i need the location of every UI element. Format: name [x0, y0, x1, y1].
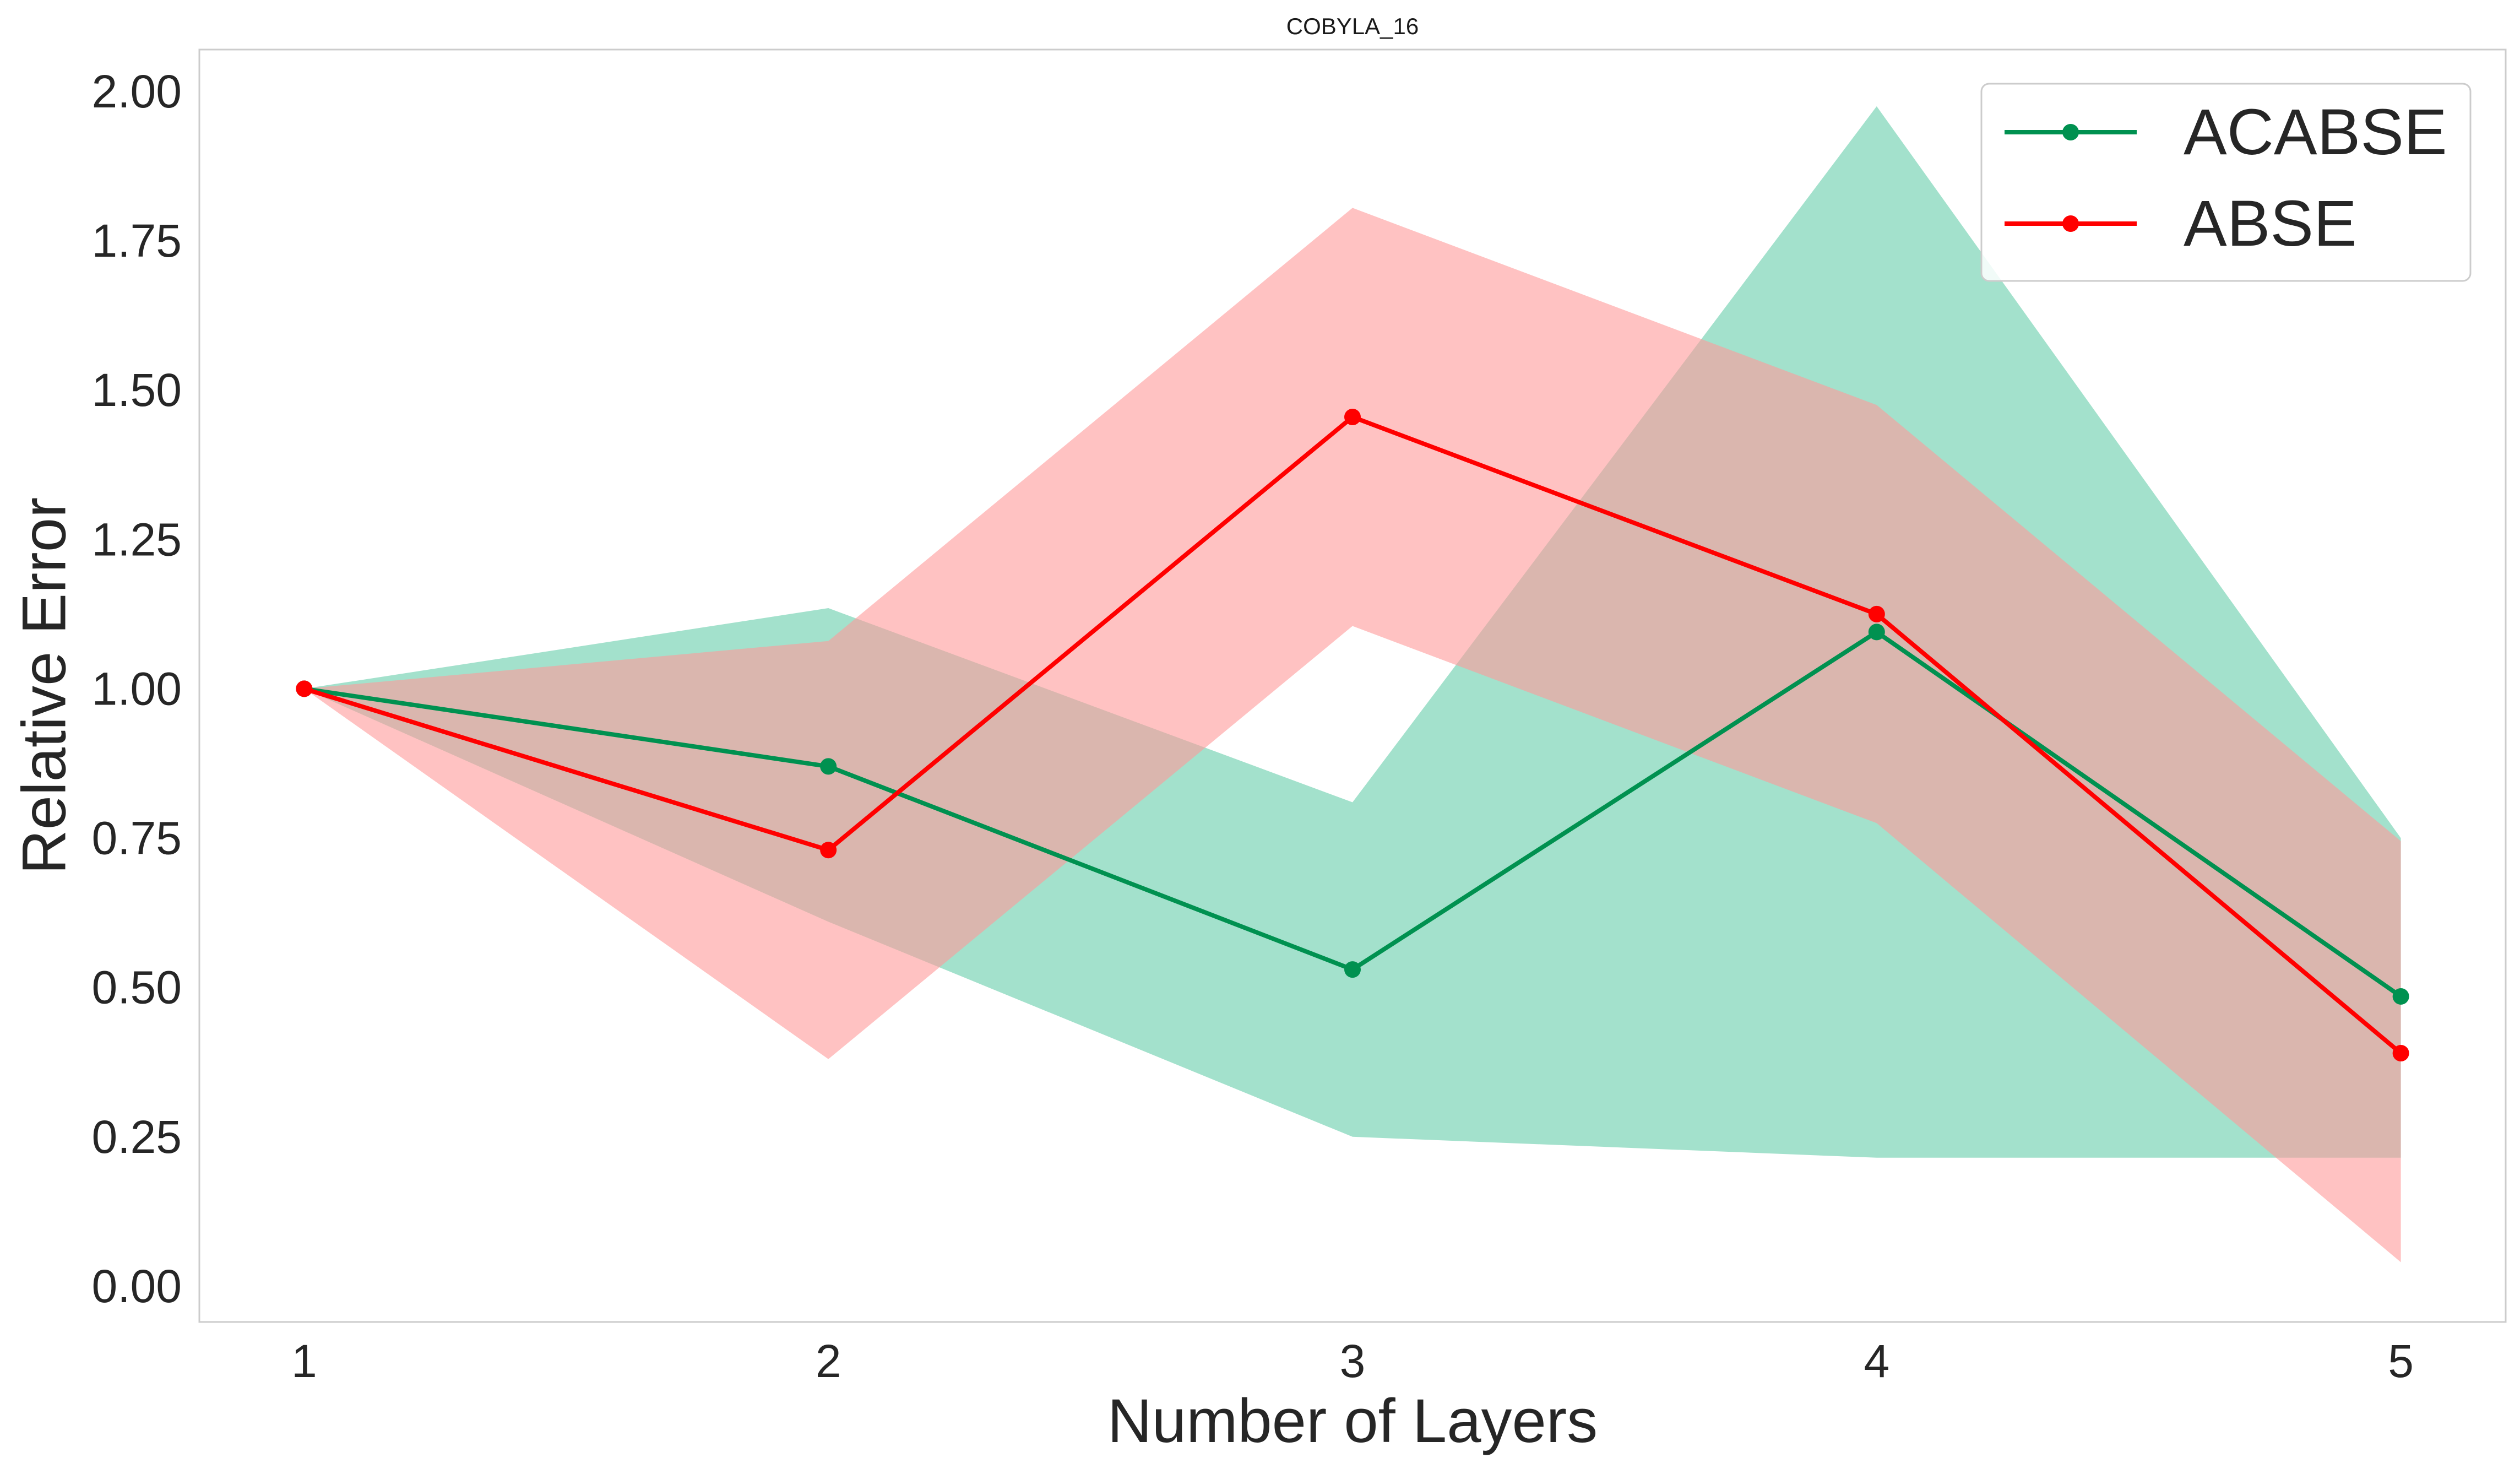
- legend-marker-2: [2062, 215, 2079, 232]
- point-series-1-3: [1344, 961, 1361, 978]
- y-tick-label: 0.25: [92, 1111, 182, 1163]
- bands-layer: [304, 106, 2401, 1262]
- y-tick-label: 0.75: [92, 812, 182, 864]
- y-tick-label: 0.50: [92, 962, 182, 1014]
- legend-marker-1: [2062, 124, 2079, 140]
- y-tick-label: 1.25: [92, 513, 182, 565]
- legend: ACABSE ABSE: [1980, 83, 2472, 282]
- plot-area-frame: [198, 48, 2507, 1323]
- point-series-2-2: [820, 842, 837, 859]
- point-series-1-2: [820, 758, 837, 775]
- point-series-2-5: [2392, 1044, 2409, 1061]
- x-tick-label: 4: [1864, 1335, 1889, 1387]
- legend-label-1: ACABSE: [2184, 96, 2447, 169]
- y-tick-label: 1.50: [92, 364, 182, 416]
- point-series-2-3: [1344, 408, 1361, 425]
- y-axis-label: Relative Error: [10, 497, 79, 875]
- x-tick-label: 1: [291, 1335, 317, 1387]
- ticks-layer: 0.00 0.25 0.50 0.75 1.00 1.25 1.50 1.75 2.00 1 2 3 4…: [92, 66, 2414, 1387]
- point-series-2-4: [1868, 605, 1885, 622]
- point-series-1-5: [2392, 988, 2409, 1005]
- y-tick-label: 1.75: [92, 215, 182, 267]
- legend-label-2: ABSE: [2184, 187, 2357, 260]
- x-tick-label: 3: [1340, 1335, 1366, 1387]
- y-tick-label: 1.00: [92, 663, 182, 714]
- point-series-1-4: [1868, 624, 1885, 641]
- y-tick-label: 2.00: [92, 66, 182, 117]
- point-series-2-1: [296, 680, 313, 697]
- y-tick-label: 0.00: [92, 1260, 182, 1312]
- chart-title: COBYLA_16: [1286, 13, 1419, 39]
- x-tick-label: 5: [2388, 1335, 2414, 1387]
- band-series-2: [304, 208, 2401, 1262]
- x-tick-label: 2: [816, 1335, 841, 1387]
- x-axis-label: Number of Layers: [1107, 1386, 1598, 1455]
- lines-layer: [296, 408, 2409, 1061]
